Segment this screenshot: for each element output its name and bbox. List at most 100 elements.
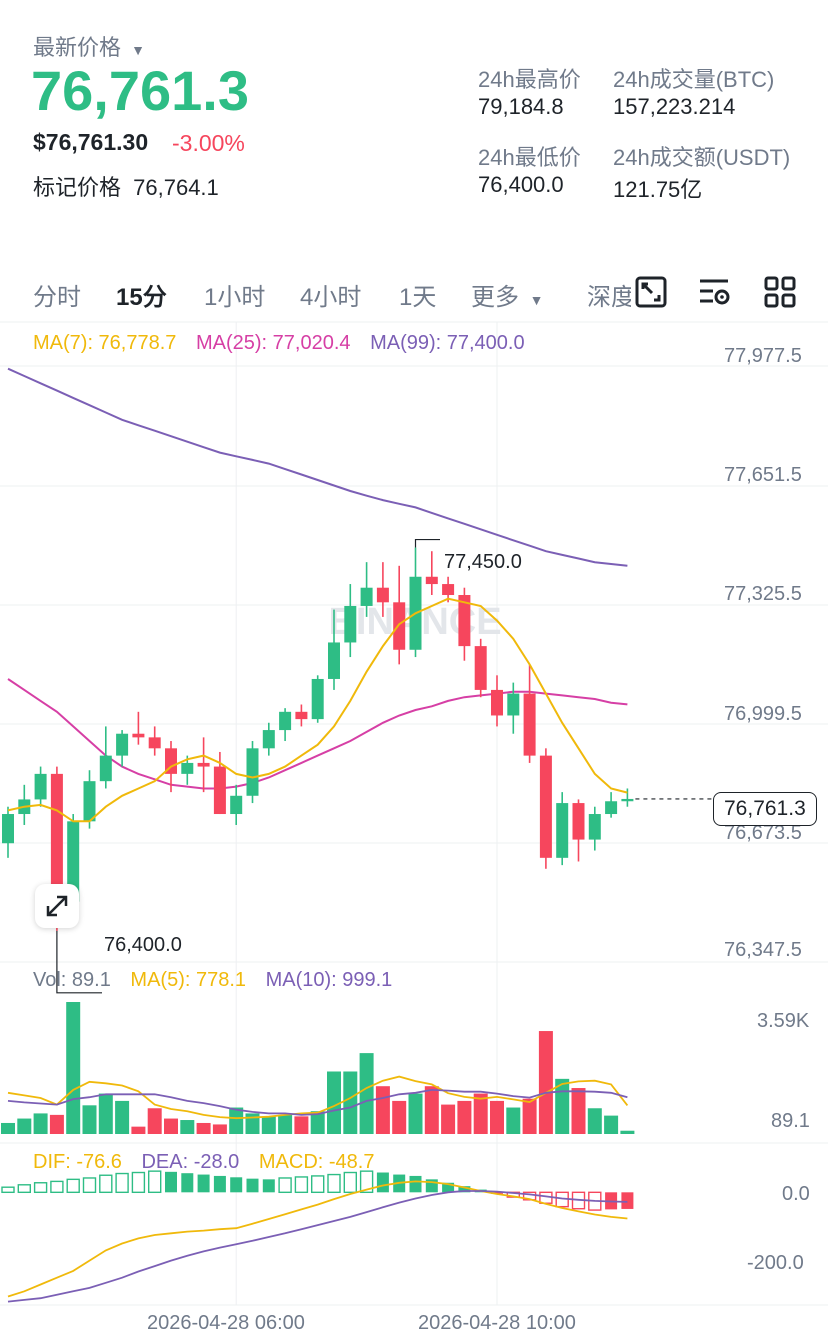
caret-down-icon: ▼ (131, 42, 145, 58)
high-marker-line (414, 538, 440, 548)
vol-ma5-polyline (7, 1075, 629, 1120)
volume-bar (115, 1100, 130, 1134)
price-tick-6: 76,347.5 (724, 939, 802, 961)
macd-histogram (1, 1170, 634, 1303)
volume-bar (473, 1093, 488, 1134)
candle-body (83, 781, 96, 822)
candle-body (181, 762, 194, 774)
volume-bar (604, 1115, 619, 1134)
mark-price: 标记价格 76,764.1 (33, 170, 219, 202)
low-marker-line (56, 930, 102, 994)
candle-body (328, 642, 340, 679)
price-tick-4: 76,999.5 (724, 703, 802, 725)
fullscreen-toggle-icon[interactable] (634, 275, 668, 309)
macd-bar (115, 1172, 129, 1194)
high-marker-label: 77,450.0 (444, 551, 522, 573)
price-tick-1: 77,977.5 (724, 345, 802, 367)
volume-bar (538, 1031, 553, 1134)
vol-ma10-legend: MA(10): 999.1 (265, 969, 393, 991)
ma7-polyline (7, 597, 628, 823)
candle-body (376, 587, 389, 603)
latest-price-label-text: 最新价格 (33, 35, 122, 60)
candle-body (34, 773, 47, 800)
price-tick-2: 77,651.5 (724, 464, 802, 486)
indicator-settings-icon[interactable] (697, 275, 731, 309)
candle-body (393, 602, 406, 650)
latest-price-label[interactable]: 最新价格 ▼ (33, 30, 145, 62)
macd-bar (165, 1171, 177, 1193)
grid-layout-icon[interactable] (763, 275, 797, 309)
macd-bar (66, 1178, 80, 1194)
vol-ma5-legend: MA(5): 778.1 (130, 969, 247, 991)
current-price-tag: 76,761.3 (713, 792, 817, 826)
volume-bar (147, 1108, 162, 1134)
ma25-legend: MA(25): 77,020.4 (195, 332, 351, 354)
volume-bar (17, 1118, 32, 1134)
candle-body (116, 733, 129, 756)
tab-15m[interactable]: 15分 (116, 284, 167, 311)
candle-body (132, 733, 145, 738)
candle-body (197, 762, 210, 767)
macd-bar (17, 1184, 31, 1194)
tab-more[interactable]: 更多 ▼ (471, 277, 544, 312)
volume-bar (294, 1116, 309, 1134)
tab-depth: 深度 (587, 284, 631, 311)
volume-bar (408, 1093, 423, 1134)
macd-bar (359, 1170, 374, 1194)
high-24h-label: 24h最高价 (478, 67, 581, 92)
volume-bar (375, 1086, 390, 1134)
volume-bar (49, 1114, 64, 1134)
price-tick-5: 76,673.5 (724, 822, 802, 844)
volume-bar (261, 1116, 276, 1134)
candle-body (311, 678, 324, 720)
volume-bar (164, 1118, 178, 1134)
macd-bar (343, 1171, 357, 1194)
volume-bar (392, 1100, 407, 1134)
candle-body (491, 689, 503, 716)
candle-body (572, 803, 585, 840)
volume-bar (212, 1124, 227, 1134)
volume-tick-max: 3.59K (757, 1010, 810, 1032)
volume-bar (490, 1100, 504, 1134)
volume-bar (424, 1086, 439, 1134)
vol-usdt-label: 24h成交额(USDT) (613, 145, 791, 170)
mark-price-value: 76,764.1 (133, 175, 219, 200)
tab-1d[interactable]: 1天 (399, 284, 437, 311)
candle-body (605, 801, 618, 815)
vol-btc-label: 24h成交量(BTC) (613, 67, 775, 92)
macd-bar (147, 1170, 162, 1194)
macd-bar (327, 1173, 341, 1194)
tab-timeline[interactable]: 分时 (33, 284, 81, 311)
ma7-line (7, 597, 628, 823)
volume-bar (82, 1105, 97, 1134)
tab-1h[interactable]: 1小时 (204, 284, 266, 311)
macd-bar (181, 1173, 194, 1193)
kline-chart[interactable]: BINANCE (0, 320, 828, 1338)
macd-bar (50, 1180, 64, 1194)
tab-4h[interactable]: 4小时 (300, 284, 362, 311)
macd-bar (213, 1175, 226, 1193)
tab-more-label: 更多 (471, 284, 519, 311)
volume-bar (587, 1108, 602, 1134)
macd-bar (294, 1176, 309, 1194)
macd-bar (33, 1182, 48, 1194)
candle-body (50, 773, 63, 902)
volume-bar (245, 1113, 260, 1134)
time-tick-1: 2026-04-28 06:00 (147, 1312, 305, 1334)
ma7-legend: MA(7): 76,778.7 (33, 332, 177, 354)
macd-bar (246, 1178, 259, 1193)
volume-tick-current: 89.1 (771, 1110, 810, 1132)
tab-depth-clip[interactable]: 深度 (587, 277, 631, 312)
candle-body (165, 748, 177, 774)
macd-legend: DIF: -76.6 DEA: -28.0 MACD: -48.7 (33, 1151, 374, 1174)
candle-body (507, 693, 520, 716)
vol-ma10-polyline (7, 1088, 628, 1116)
vol-usdt-value: 121.75亿 (613, 177, 703, 202)
candle-body (213, 766, 226, 815)
volume-bar (229, 1107, 244, 1134)
macd-bar (262, 1179, 275, 1193)
volume-bar (359, 1053, 374, 1134)
change-percent: -3.00% (172, 130, 245, 156)
expand-chart-button[interactable] (35, 884, 79, 928)
candle-body (458, 595, 471, 647)
